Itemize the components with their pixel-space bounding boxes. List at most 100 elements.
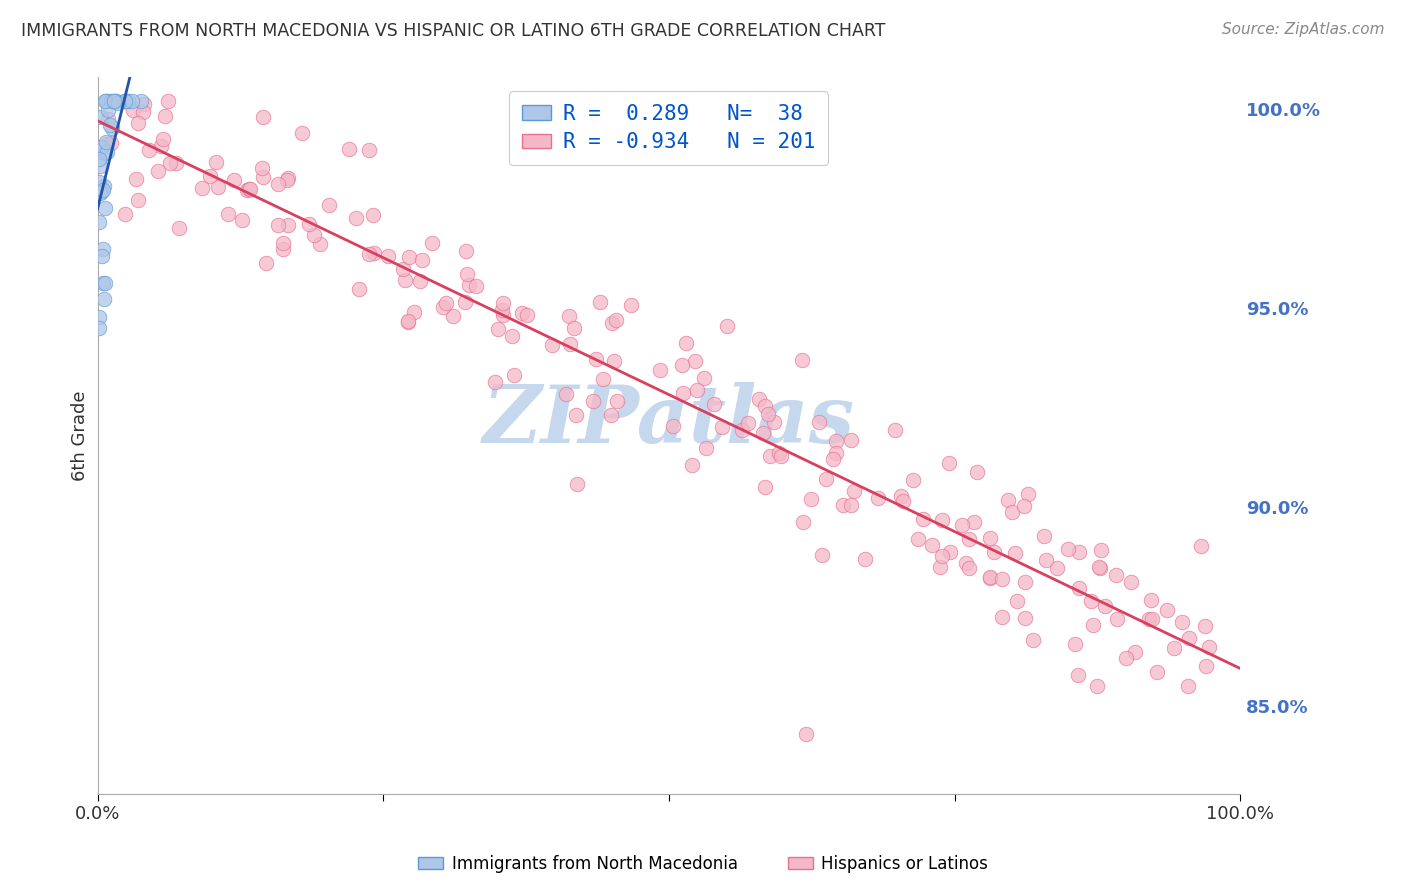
Point [1163, 640, 1185, 655]
Point [979, 571, 1001, 585]
Point [648, 363, 671, 377]
Point [337, 142, 360, 156]
Point [824, 434, 846, 449]
Point [97, 103, 120, 118]
Point [167, 221, 190, 235]
Point [562, 321, 585, 335]
Point [91, 277, 114, 291]
Point [814, 472, 837, 486]
Point [104, 95, 127, 109]
Point [620, 298, 643, 312]
Point [231, 213, 253, 227]
Point [1022, 633, 1045, 648]
Point [298, 217, 321, 231]
Point [991, 610, 1014, 624]
Point [205, 155, 228, 169]
Point [138, 143, 160, 157]
Point [737, 417, 759, 431]
Point [794, 727, 817, 741]
Point [599, 408, 621, 422]
Point [884, 423, 907, 437]
Point [114, 207, 136, 221]
Point [90, 185, 112, 199]
Point [484, 375, 506, 389]
Point [411, 252, 433, 267]
Point [114, 95, 136, 109]
Point [1007, 593, 1029, 607]
Point [101, 121, 124, 136]
Point [1001, 505, 1024, 519]
Point [695, 442, 717, 456]
Point [716, 318, 738, 333]
Point [103, 95, 125, 109]
Point [565, 408, 588, 422]
Point [931, 549, 953, 563]
Point [114, 95, 136, 109]
Point [396, 314, 419, 328]
Point [87, 321, 110, 335]
Point [402, 305, 425, 319]
Point [825, 445, 848, 459]
Point [558, 336, 581, 351]
Point [963, 515, 986, 529]
Point [207, 180, 229, 194]
Point [87, 215, 110, 229]
Point [93, 292, 115, 306]
Point [839, 434, 862, 448]
Point [606, 393, 628, 408]
Point [983, 545, 1005, 559]
Point [190, 181, 212, 195]
Point [751, 426, 773, 441]
Point [686, 383, 709, 397]
Point [1194, 618, 1216, 632]
Point [831, 498, 853, 512]
Point [434, 296, 457, 310]
Point [361, 208, 384, 222]
Point [89, 159, 111, 173]
Point [318, 197, 340, 211]
Point [100, 95, 122, 109]
Point [939, 545, 962, 559]
Point [129, 95, 152, 109]
Point [152, 132, 174, 146]
Point [252, 170, 274, 185]
Legend: R =  0.289   N=  38, R = -0.934   N = 201: R = 0.289 N= 38, R = -0.934 N = 201 [509, 92, 828, 165]
Text: ZIPatlas: ZIPatlas [482, 383, 855, 460]
Point [1017, 487, 1039, 501]
Point [502, 368, 524, 383]
Point [808, 416, 831, 430]
Point [127, 115, 149, 129]
Point [681, 458, 703, 472]
Point [1067, 668, 1090, 682]
Point [821, 452, 844, 467]
Point [672, 385, 695, 400]
Point [377, 249, 399, 263]
Point [1156, 603, 1178, 617]
Point [792, 515, 814, 529]
Point [134, 96, 156, 111]
Point [558, 309, 581, 323]
Point [907, 532, 929, 546]
Point [516, 308, 538, 322]
Point [267, 218, 290, 232]
Point [683, 354, 706, 368]
Point [890, 489, 912, 503]
Point [1088, 559, 1111, 574]
Point [1033, 529, 1056, 543]
Point [217, 207, 239, 221]
Point [198, 169, 221, 184]
Point [866, 491, 889, 505]
Point [1107, 612, 1129, 626]
Point [810, 549, 832, 563]
Point [454, 244, 477, 259]
Point [1063, 637, 1085, 651]
Text: IMMIGRANTS FROM NORTH MACEDONIA VS HISPANIC OR LATINO 6TH GRADE CORRELATION CHAR: IMMIGRANTS FROM NORTH MACEDONIA VS HISPA… [21, 22, 886, 40]
Point [1178, 631, 1201, 645]
Point [89, 186, 111, 200]
Point [396, 315, 419, 329]
Point [464, 279, 486, 293]
Point [432, 300, 454, 314]
Point [155, 109, 177, 123]
Point [277, 171, 299, 186]
Point [291, 126, 314, 140]
